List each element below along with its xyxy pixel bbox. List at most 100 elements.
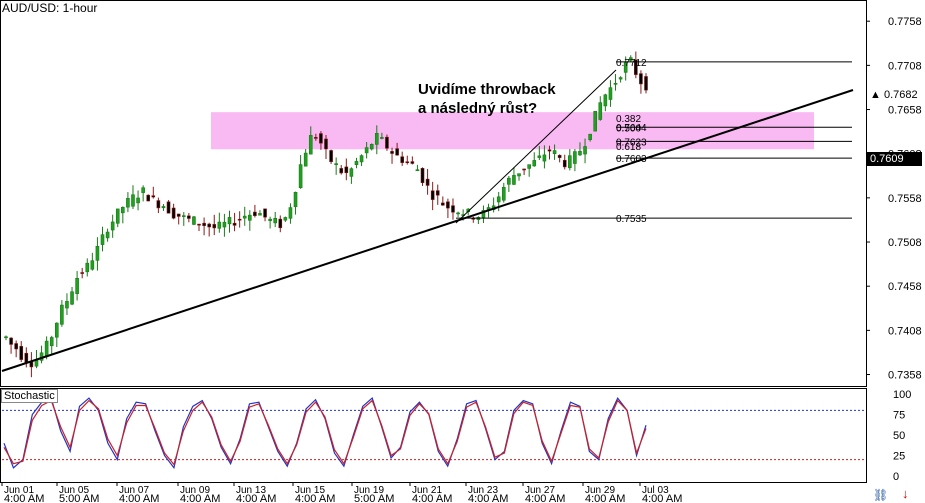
candle-body [542, 154, 547, 162]
candle-body [644, 76, 648, 91]
candle-body [354, 161, 359, 165]
x-tick-time: 4:00 AM [525, 493, 565, 503]
candle-body [568, 155, 572, 169]
candle-body [557, 155, 562, 158]
candle-body [385, 136, 389, 149]
current-price-label: 0.7682 [883, 89, 918, 101]
candle-body [202, 222, 206, 226]
y-tick-label: 0.7458 [888, 281, 922, 293]
x-tick-label: Jun 23 [468, 485, 498, 496]
candle-body [481, 210, 486, 218]
candle-body [334, 163, 338, 165]
candle-body [146, 194, 151, 202]
annotation-line-2: a následný růst? [418, 100, 538, 117]
candle-body [70, 291, 74, 305]
candle-body [126, 198, 130, 208]
candle-body [232, 222, 237, 226]
candle-body [578, 150, 582, 156]
candle-body [319, 133, 323, 144]
y-tick-label: 0.7758 [888, 16, 922, 28]
y-tick-label: 0.7408 [888, 325, 922, 337]
arrow-down-icon[interactable]: ↓ [902, 486, 909, 501]
candle-body [598, 102, 603, 120]
candle-body [349, 168, 354, 177]
candle-body [441, 202, 445, 206]
candle-body [288, 207, 293, 219]
candle-body [283, 217, 288, 221]
candle-body [65, 301, 69, 309]
candle-body [273, 217, 278, 224]
fib-level-label: 0.7535 [616, 214, 647, 225]
candle-body [639, 73, 643, 85]
trendline [1, 89, 854, 372]
y-tick-label: 0.7708 [888, 60, 922, 72]
candle-body [166, 201, 171, 214]
y-tick-label: 0.7558 [888, 193, 922, 205]
candle-body [430, 190, 435, 200]
candle-body [217, 221, 222, 229]
candle-body [308, 135, 313, 155]
candle-body [501, 186, 506, 201]
candle-body [339, 168, 344, 174]
price-panel-border [0, 0, 867, 387]
candle-body [608, 87, 613, 100]
x-tick-time: 4:00 AM [585, 493, 625, 503]
x-tick-time: 4:00 AM [236, 493, 276, 503]
candle-body [496, 196, 501, 203]
candle-body [588, 133, 592, 140]
annotation-text: Uvidíme throwback a následný růst? [418, 80, 556, 118]
candle-body [532, 160, 537, 167]
candle-body [136, 197, 140, 204]
candle-body [527, 164, 531, 169]
x-tick-label: Jun 19 [354, 485, 384, 496]
candle-body [253, 211, 257, 216]
fib-level-label: 0.7623 [616, 137, 647, 148]
fib-level-label: 0.618 [616, 142, 641, 153]
candle-body [212, 224, 217, 229]
candle-body [512, 175, 516, 185]
candle-body [618, 77, 623, 80]
candle-body [19, 346, 24, 360]
stoch-tick-label: 75 [893, 410, 905, 422]
candle-body [227, 217, 232, 225]
x-tick-time: 4:00 AM [119, 493, 159, 503]
fib-anchor-line [455, 69, 617, 224]
candle-body [537, 155, 542, 158]
candle-body [207, 223, 211, 228]
candle-body [54, 322, 59, 338]
candle-body [100, 234, 105, 245]
candle-body [451, 205, 455, 213]
candle-body [156, 200, 161, 209]
stochastic-series [3, 399, 647, 466]
candle-body [29, 361, 34, 368]
candle-body [415, 169, 420, 172]
candle-body [80, 272, 84, 274]
x-tick-time: 4:00 AM [180, 493, 220, 503]
x-tick-time: 4:00 AM [295, 493, 335, 503]
candle-body [507, 177, 511, 185]
candle-body [405, 161, 410, 164]
candle-body [298, 164, 303, 189]
candle-body [151, 195, 156, 198]
candle-body [435, 190, 440, 196]
x-tick-time: 4:00 AM [412, 493, 452, 503]
candle-body [161, 206, 166, 209]
annotation-line-1: Uvidíme throwback [418, 81, 556, 98]
candle-body [517, 173, 521, 177]
candle-body [95, 245, 100, 261]
highlight-price-badge: 0.7609 [866, 152, 922, 166]
candle-body [623, 62, 628, 73]
x-tick-label: Jun 09 [180, 485, 210, 496]
link-icon[interactable]: ⛓ [873, 488, 889, 502]
candle-body [380, 137, 384, 139]
candle-body [171, 207, 176, 219]
x-tick-label: Jun 21 [412, 485, 442, 496]
x-tick-label: Jun 05 [59, 485, 89, 496]
candle-body [456, 212, 460, 215]
candle-body [110, 221, 115, 231]
candle-body [263, 208, 267, 218]
stoch-tick-label: 100 [893, 389, 911, 401]
candle-body [24, 352, 29, 363]
candle-body [395, 148, 399, 156]
